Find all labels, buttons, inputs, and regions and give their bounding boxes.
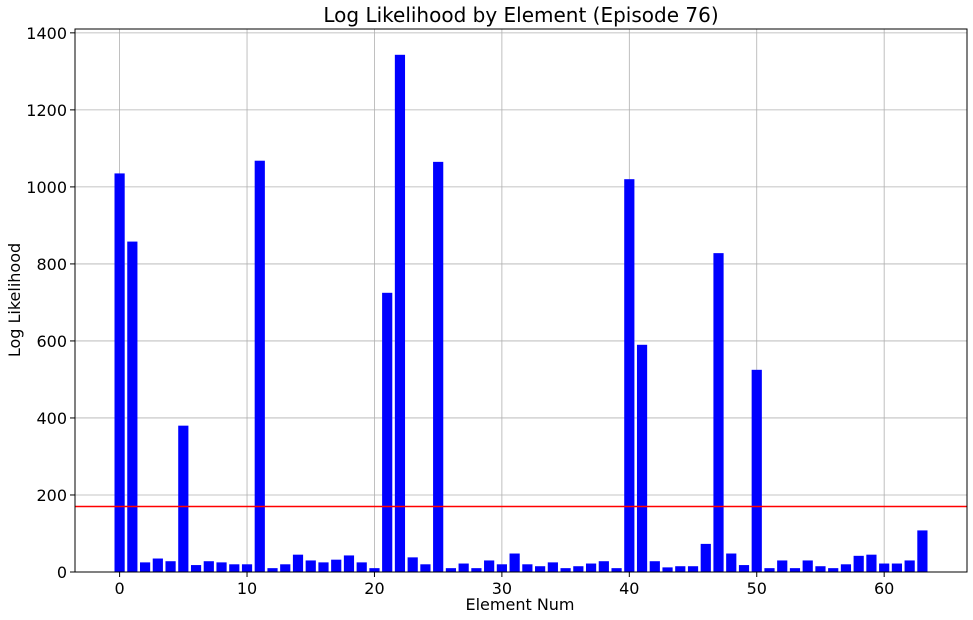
x-tick-label: 0 — [115, 579, 125, 598]
bar — [687, 566, 699, 572]
x-axis-label: Element Num — [465, 595, 574, 614]
bar — [382, 292, 393, 572]
bar — [904, 560, 915, 572]
x-tick-label: 40 — [619, 579, 639, 598]
y-tick-label: 1400 — [26, 24, 67, 43]
y-tick-label: 1000 — [26, 178, 67, 197]
bar — [802, 560, 813, 572]
bar — [675, 566, 686, 572]
x-axis-ticks: 0 10 20 30 40 50 60 — [115, 572, 894, 598]
bar — [280, 564, 291, 572]
bar — [713, 253, 724, 573]
y-axis-label: Log Likelihood — [5, 243, 24, 357]
y-tick-label: 400 — [36, 409, 67, 428]
bar — [585, 563, 597, 572]
bar — [828, 568, 839, 572]
bar — [496, 564, 507, 572]
bar — [777, 560, 788, 572]
bar — [216, 562, 227, 572]
x-tick-label: 10 — [237, 579, 257, 598]
bar — [700, 543, 711, 572]
bar — [267, 568, 278, 572]
bar — [509, 553, 520, 572]
bar — [165, 561, 176, 572]
y-tick-label: 0 — [57, 563, 67, 582]
bar — [840, 564, 852, 572]
x-tick-label: 50 — [747, 579, 767, 598]
bar — [573, 566, 584, 572]
bar — [369, 568, 380, 572]
y-axis-ticks: 0 200 400 600 800 1000 1200 1400 — [26, 24, 75, 582]
bar — [139, 562, 151, 572]
bar — [547, 562, 558, 572]
bar — [662, 567, 673, 572]
x-tick-label: 30 — [492, 579, 512, 598]
bar — [152, 558, 163, 572]
bar — [458, 563, 469, 572]
x-tick-label: 60 — [874, 579, 894, 598]
y-tick-label: 1200 — [26, 101, 67, 120]
bar — [636, 344, 648, 572]
bar — [522, 564, 533, 572]
bar — [394, 54, 406, 573]
bars-layer — [114, 54, 928, 573]
bar — [853, 555, 864, 572]
bar — [738, 565, 750, 572]
bar — [127, 241, 138, 572]
bar — [318, 562, 329, 572]
plot-frame — [74, 28, 968, 573]
bar — [815, 566, 826, 572]
bar — [649, 561, 660, 572]
bar — [879, 563, 890, 572]
grid-layer — [75, 29, 967, 573]
bar — [356, 562, 367, 572]
bar — [241, 564, 253, 572]
bar — [420, 564, 431, 572]
bar — [445, 568, 457, 572]
bar — [433, 161, 444, 573]
bar — [203, 561, 214, 572]
bar — [343, 555, 355, 572]
bar — [535, 566, 546, 572]
bar — [484, 560, 495, 572]
bar — [789, 568, 801, 572]
bar — [190, 565, 202, 572]
bar — [751, 369, 762, 572]
bar — [114, 173, 125, 572]
bar — [598, 561, 609, 572]
bar — [611, 568, 622, 572]
y-tick-label: 600 — [36, 332, 67, 351]
bar — [891, 563, 903, 572]
bar — [407, 557, 418, 572]
bar — [305, 560, 316, 572]
bar — [726, 553, 737, 572]
bar — [331, 559, 342, 572]
bar — [254, 160, 265, 572]
x-tick-label: 20 — [364, 579, 384, 598]
chart-title: Log Likelihood by Element (Episode 76) — [323, 3, 718, 27]
bar — [471, 568, 482, 572]
bar — [624, 179, 635, 573]
bar — [229, 564, 240, 572]
bar — [866, 554, 877, 572]
bar — [178, 425, 189, 572]
y-tick-label: 200 — [36, 486, 67, 505]
bar — [917, 530, 928, 572]
bar — [764, 568, 775, 572]
y-tick-label: 800 — [36, 255, 67, 274]
bar — [560, 568, 571, 572]
bar — [292, 554, 304, 572]
